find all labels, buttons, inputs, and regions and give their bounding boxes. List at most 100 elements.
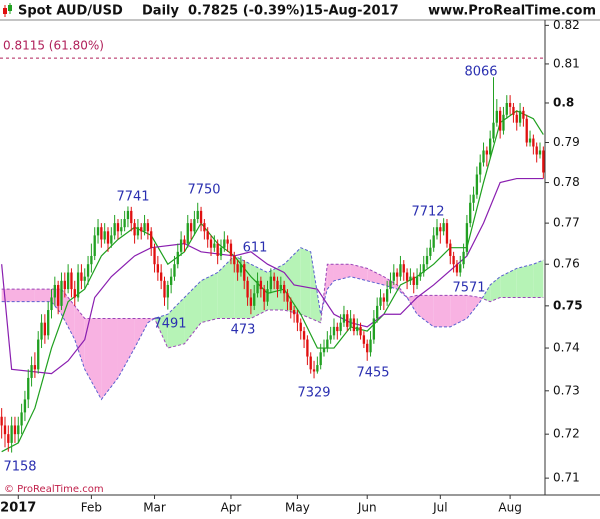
y-tick-label: 0.81 <box>553 56 580 70</box>
candle-body <box>100 227 103 240</box>
cloud <box>450 295 467 327</box>
candle-body <box>10 425 13 443</box>
cloud <box>350 264 368 281</box>
candle-body <box>372 318 376 340</box>
candle-body <box>339 322 342 332</box>
candle-body <box>196 210 199 220</box>
candle-body <box>56 284 60 306</box>
candle-body <box>7 434 10 443</box>
candle-body <box>525 118 528 143</box>
candle-body <box>532 138 535 147</box>
candle-body <box>256 280 259 294</box>
candle-body <box>199 210 203 224</box>
candle-body <box>80 272 83 281</box>
candle-body <box>76 272 80 298</box>
y-tick-label: 0.74 <box>553 341 580 355</box>
candle-body <box>246 280 249 298</box>
candle-body <box>60 280 63 306</box>
candle-body <box>233 255 236 265</box>
candle-body <box>402 264 405 273</box>
candle-body <box>469 202 472 224</box>
candle-body <box>73 289 76 298</box>
y-tick-label: 0.71 <box>553 471 580 485</box>
annotation: 7158 <box>3 460 36 475</box>
candle-body <box>176 251 179 265</box>
candle-body <box>415 276 419 285</box>
candle-body <box>312 369 316 372</box>
cloud <box>433 295 451 327</box>
candle-body <box>435 227 439 236</box>
candle-body <box>70 272 73 290</box>
candle-body <box>439 227 442 232</box>
candle-body <box>179 239 183 252</box>
candle-body <box>63 280 66 290</box>
candle-body <box>120 227 123 232</box>
candle-body <box>93 235 96 256</box>
candle-body <box>302 331 306 340</box>
candle-body <box>276 280 279 290</box>
y-tick-label: 0.73 <box>553 383 580 397</box>
candle-body <box>130 210 133 224</box>
candle-body <box>239 264 243 273</box>
candle-body <box>249 297 253 306</box>
candle-body <box>126 210 130 220</box>
candle-body <box>518 110 522 123</box>
candle-body <box>542 150 545 173</box>
candle-body <box>459 264 462 273</box>
candle-body <box>3 425 7 435</box>
cloud <box>490 276 501 302</box>
cloud <box>34 289 52 302</box>
candle-body <box>462 251 465 265</box>
cloud <box>134 318 148 349</box>
candle-body <box>366 343 369 353</box>
candle-body <box>33 365 37 370</box>
x-tick-label: 2017 <box>0 501 36 516</box>
candle-body <box>498 110 502 131</box>
cloud <box>417 295 434 327</box>
candle-body <box>465 223 469 252</box>
candle-body <box>153 247 156 265</box>
cloud <box>184 280 202 344</box>
candle-body <box>30 365 33 378</box>
candle-body <box>482 150 485 163</box>
candle-body <box>326 339 329 349</box>
candle-body <box>319 352 322 366</box>
candle-body <box>203 223 206 232</box>
cloud <box>516 264 534 298</box>
candle-body <box>395 272 399 277</box>
x-tick-label: Jul <box>432 501 447 515</box>
candle-body <box>106 231 110 244</box>
candle-body <box>472 194 475 203</box>
cloud <box>267 264 285 311</box>
cloud <box>533 260 544 298</box>
candle-body <box>419 272 422 277</box>
indicator-line <box>1 177 544 375</box>
candle-body <box>209 239 213 248</box>
candle-body <box>193 219 196 232</box>
cloud <box>101 318 118 400</box>
candle-body <box>449 243 452 256</box>
candle-body <box>349 318 352 327</box>
candle-body <box>455 264 459 273</box>
candle-body <box>528 138 532 143</box>
y-tick-label: 0.82 <box>553 18 580 32</box>
candle-body <box>508 102 512 107</box>
cloud <box>117 318 135 378</box>
candle-body <box>219 247 223 256</box>
candle-body <box>173 264 176 277</box>
candle-body <box>113 223 116 236</box>
candle-body <box>485 150 489 155</box>
candle-body <box>422 264 425 273</box>
cloud <box>466 295 481 319</box>
cloud-edge <box>1 247 544 401</box>
candle-body <box>409 276 412 281</box>
cloud <box>500 268 517 298</box>
cloud <box>320 307 323 323</box>
candle-body <box>0 416 3 426</box>
candle-body <box>37 339 40 370</box>
candle-body <box>405 272 409 281</box>
candle-body <box>445 223 449 244</box>
logo <box>3 3 12 17</box>
x-tick-label: May <box>285 501 310 515</box>
candle-body <box>362 335 366 344</box>
